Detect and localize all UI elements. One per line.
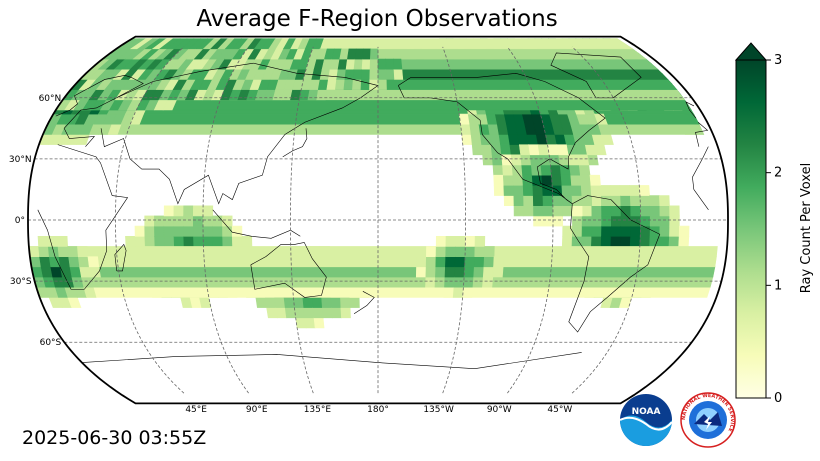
lon-label: 90°W [487,405,512,415]
svg-text:NOAA: NOAA [632,407,661,417]
colorbar-ticks: 0 1 2 3 [766,53,782,406]
coastline [550,52,642,99]
coastline [250,242,327,298]
region-7 [493,144,602,227]
coastline [693,189,709,210]
nws-logo: NATIONAL WEATHER SERVICE [680,392,736,448]
colorbar-body [734,42,768,399]
globe-outline [27,35,729,405]
region-5 [28,235,718,308]
region-6 [415,235,505,298]
voxel [589,174,601,186]
colorbar-extend-arrow [734,42,768,61]
coastline [397,73,606,204]
timestamp: 2025-06-30 03:55Z [22,427,207,449]
voxel [493,256,505,268]
lon-label: 45°E [185,405,207,415]
voxel [669,205,680,217]
latitude-labels: 60°N 30°N 0° 30°S 60°S [9,94,62,348]
colorbar-tick-label: 1 [774,278,782,293]
colorbar-tick-label: 2 [774,166,782,181]
lat-label: 30°N [9,155,32,165]
coastline [212,209,301,239]
lon-label: 135°W [423,405,454,415]
voxel [678,225,690,237]
lon-gridline [571,46,641,394]
coastline [282,128,308,158]
lat-label: 0° [15,216,25,226]
coastline [685,101,697,119]
lon-label: 180° [367,405,389,415]
coastline [81,354,379,363]
lon-label: 90°E [246,405,268,415]
lon-label: 45°W [547,405,572,415]
lat-label: 60°N [39,94,62,104]
noaa-logo: NOAA [619,394,673,446]
colorbar-label: Ray Count Per Voxel [799,163,814,293]
coastline [695,121,709,147]
colorbar-tick-label: 0 [774,391,782,406]
coastline [568,195,661,333]
chart-title: Average F-Region Observations [196,6,558,32]
coastline [100,62,379,205]
map-outline [27,35,729,405]
coastline [692,146,709,190]
colorbar-tick-label: 3 [774,53,782,68]
lon-gridline [202,46,249,394]
coastline [353,291,375,314]
voxel [594,113,608,125]
colorbar-gradient [735,59,767,399]
lon-label: 135°E [304,405,332,415]
gridlines [28,46,728,394]
coastline [55,75,144,147]
coastlines [37,52,709,370]
coastline [114,243,127,272]
voxel [392,58,403,70]
coastline [37,144,129,290]
voxel [87,256,100,268]
longitude-labels: 45°E 90°E 135°E 180° 135°W 90°W 45°W [185,405,572,415]
lon-gridline [290,46,314,394]
lon-gridline [442,46,466,394]
coastline [377,352,582,370]
lat-label: 30°S [10,277,32,287]
lon-gridline [115,46,185,394]
lat-label: 60°S [40,338,62,348]
lon-gridline [507,46,554,394]
logos: NOAA NATIONAL WEATHER SERVICE [619,392,736,448]
voxel [577,154,590,166]
